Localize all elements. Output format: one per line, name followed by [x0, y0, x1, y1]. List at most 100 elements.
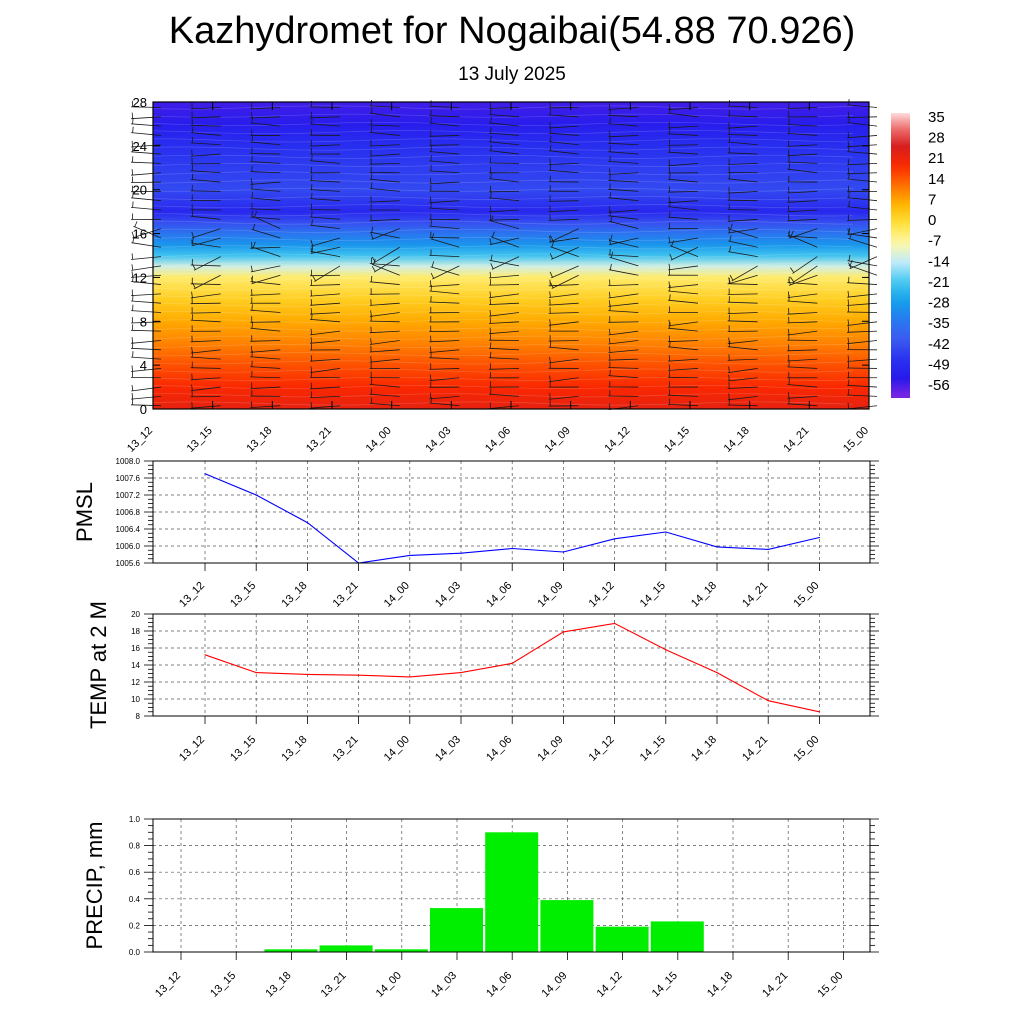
wind-barb	[190, 377, 221, 381]
wind-barb	[847, 178, 878, 183]
pmsl-point	[204, 473, 206, 475]
wind-barb-feather	[729, 274, 734, 281]
wind-barb	[369, 302, 400, 306]
wind-barb	[846, 330, 878, 333]
wind-barb	[369, 384, 400, 388]
wind-barb-feather	[668, 236, 671, 243]
heatmap-x-tick-label: 13_12	[125, 425, 155, 455]
wind-barb	[787, 384, 818, 388]
wind-barb	[787, 358, 818, 362]
wind-barb	[369, 349, 400, 353]
wind-barb-feather	[847, 402, 850, 409]
wind-barb-feather	[609, 191, 611, 199]
wind-barb	[309, 144, 341, 147]
wind-barb-feather	[549, 341, 552, 348]
wind-barb	[250, 281, 281, 285]
wind-barb	[369, 144, 400, 147]
wind-barb	[548, 395, 579, 400]
wind-barb-feather	[730, 223, 733, 230]
temp-x-tick-label: 14_03	[433, 734, 463, 764]
temp-y-tick-label: 16	[131, 644, 140, 653]
pmsl-y-tick-label: 1006.8	[116, 508, 141, 517]
wind-barb	[369, 340, 400, 345]
wind-barb	[429, 340, 460, 343]
heatmap-x-tick-label: 14_03	[423, 425, 453, 455]
wind-barb	[250, 386, 281, 389]
wind-barb	[429, 207, 460, 211]
wind-barb-feather	[609, 117, 611, 124]
wind-barb	[608, 123, 639, 127]
wind-barb	[131, 386, 162, 392]
wind-barb	[131, 172, 162, 176]
wind-barb	[369, 200, 400, 203]
temp-y-tick-label: 20	[131, 610, 140, 619]
pmsl-x-tick-label: 13_15	[228, 580, 258, 610]
wind-barb-feather	[251, 136, 253, 143]
wind-barb-feather	[671, 240, 675, 247]
pmsl-y-tick-label: 1006.4	[116, 525, 141, 534]
wind-barb	[668, 265, 699, 271]
wind-barb	[847, 151, 878, 155]
wind-barb	[310, 293, 341, 297]
contour-line	[152, 228, 854, 233]
temp-x-tick-label: 13_21	[331, 734, 361, 764]
wind-barb	[489, 141, 520, 146]
contour-line	[152, 401, 854, 406]
wind-barb	[250, 366, 281, 369]
wind-barb-feather	[131, 365, 133, 372]
wind-barb	[190, 132, 221, 136]
wind-barb-feather	[131, 392, 133, 400]
wind-barb	[847, 293, 878, 298]
contour-line	[152, 335, 854, 340]
wind-barb	[250, 246, 281, 249]
wind-barb	[787, 366, 818, 369]
temp-y-tick-label: 12	[131, 678, 140, 687]
temp-x-tick-label: 14_00	[382, 734, 412, 764]
wind-barb	[548, 237, 579, 243]
wind-barb	[787, 349, 818, 352]
wind-barb	[429, 106, 460, 108]
wind-barb	[609, 237, 639, 246]
precip-x-tick-label: 13_18	[263, 970, 293, 1000]
wind-barb	[727, 115, 758, 118]
wind-barb-feather	[788, 231, 791, 238]
wind-barb	[787, 395, 818, 399]
wind-barb	[608, 107, 639, 110]
wind-barb-feather	[549, 319, 551, 326]
wind-barb	[727, 178, 758, 183]
pmsl-point	[818, 536, 821, 539]
wind-barb	[193, 256, 221, 271]
contour-line	[152, 376, 854, 381]
colorbar-tick-label: -7	[928, 233, 941, 250]
wind-barb-feather	[370, 338, 372, 345]
wind-barb-feather	[370, 275, 373, 283]
wind-barb	[370, 231, 400, 239]
wind-barb	[846, 172, 878, 175]
wind-barb-feather	[310, 289, 312, 297]
pmsl-point	[562, 551, 565, 553]
wind-barb-feather	[371, 226, 374, 233]
wind-barb	[727, 340, 758, 345]
wind-barb	[429, 284, 460, 287]
wind-barb	[131, 207, 162, 211]
wind-barb	[432, 265, 460, 280]
wind-barb-feather	[311, 313, 313, 320]
pmsl-y-tick-label: 1007.6	[116, 474, 141, 483]
wind-barb-feather	[131, 337, 133, 344]
wind-barb-feather	[549, 356, 551, 363]
wind-barb	[608, 358, 639, 361]
wind-barb-feather	[370, 126, 373, 133]
wind-barb-feather	[790, 276, 795, 283]
wind-barb	[727, 152, 758, 155]
wind-barb	[429, 115, 460, 118]
wind-barb	[727, 105, 758, 108]
wind-barb-feather	[610, 215, 613, 222]
wind-barb	[190, 215, 221, 220]
wind-barb	[190, 264, 221, 267]
wind-barb	[429, 181, 460, 185]
wind-barb	[788, 274, 818, 286]
wind-barb	[310, 358, 341, 362]
wind-barb	[250, 188, 281, 192]
wind-barb	[668, 200, 699, 204]
contour-line	[152, 113, 854, 118]
